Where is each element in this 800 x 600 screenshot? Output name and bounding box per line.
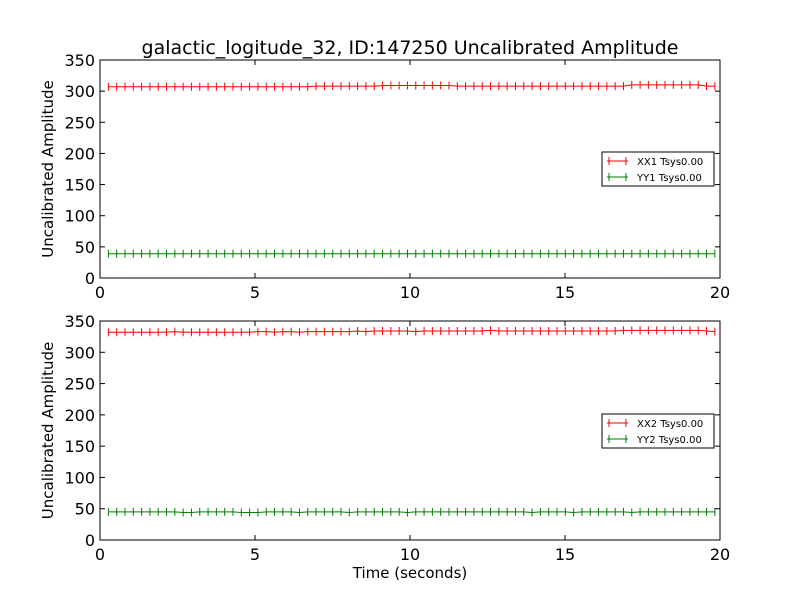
top-plot: 0 5 10 15 20050100150200250300350Uncalibrate…	[39, 51, 730, 302]
x-tick-label: 5	[250, 283, 260, 302]
legend-label: XX2 Tsys0.00	[637, 419, 703, 430]
x-tick-label: 15	[555, 283, 575, 302]
x-tick-label: 5	[250, 545, 260, 564]
y-tick-label: 200	[64, 406, 95, 425]
x-tick-label: 0	[95, 283, 105, 302]
legend-box	[601, 151, 715, 187]
legend-label: XX1 Tsys0.00	[637, 157, 703, 168]
y-tick-label: 300	[64, 82, 95, 101]
y-tick-label: 300	[64, 343, 95, 362]
legend-box	[601, 413, 715, 449]
y-tick-label: 100	[64, 468, 95, 487]
y-axis-label: Uncalibrated Amplitude	[39, 342, 57, 519]
x-tick-label: 20	[710, 545, 730, 564]
x-tick-label: 0	[95, 545, 105, 564]
y-tick-label: 150	[64, 176, 95, 195]
series-line-2	[108, 511, 715, 513]
x-tick-label: 10	[400, 545, 420, 564]
y-tick-label: 200	[64, 144, 95, 163]
x-axis-label: Time (seconds)	[352, 564, 468, 582]
y-tick-label: 350	[64, 312, 95, 331]
y-tick-label: 250	[64, 375, 95, 394]
legend: XX2 Tsys0.00 YY2 Tsys0.00	[601, 413, 715, 449]
y-tick-label: 50	[75, 238, 95, 257]
series-line-1	[108, 329, 715, 333]
y-tick-label: 0	[85, 269, 95, 288]
series-line-1	[108, 84, 715, 88]
legend: XX1 Tsys0.00 YY1 Tsys0.00	[601, 151, 715, 187]
y-tick-label: 0	[85, 531, 95, 550]
legend-label: YY2 Tsys0.00	[636, 435, 702, 446]
y-tick-label: 250	[64, 113, 95, 132]
y-axis-label: Uncalibrated Amplitude	[39, 80, 57, 257]
x-tick-label: 10	[400, 283, 420, 302]
chart-title: galactic_logitude_32, ID:147250 Uncalibr…	[142, 37, 679, 59]
bottom-plot: 0 5 10 15 20050100150200250300350Uncalibrate…	[39, 312, 730, 564]
y-tick-label: 150	[64, 437, 95, 456]
y-tick-label: 100	[64, 207, 95, 226]
x-tick-label: 15	[555, 545, 575, 564]
y-tick-label: 50	[75, 500, 95, 519]
legend-label: YY1 Tsys0.00	[636, 173, 702, 184]
x-tick-label: 20	[710, 283, 730, 302]
y-tick-label: 350	[64, 51, 95, 70]
